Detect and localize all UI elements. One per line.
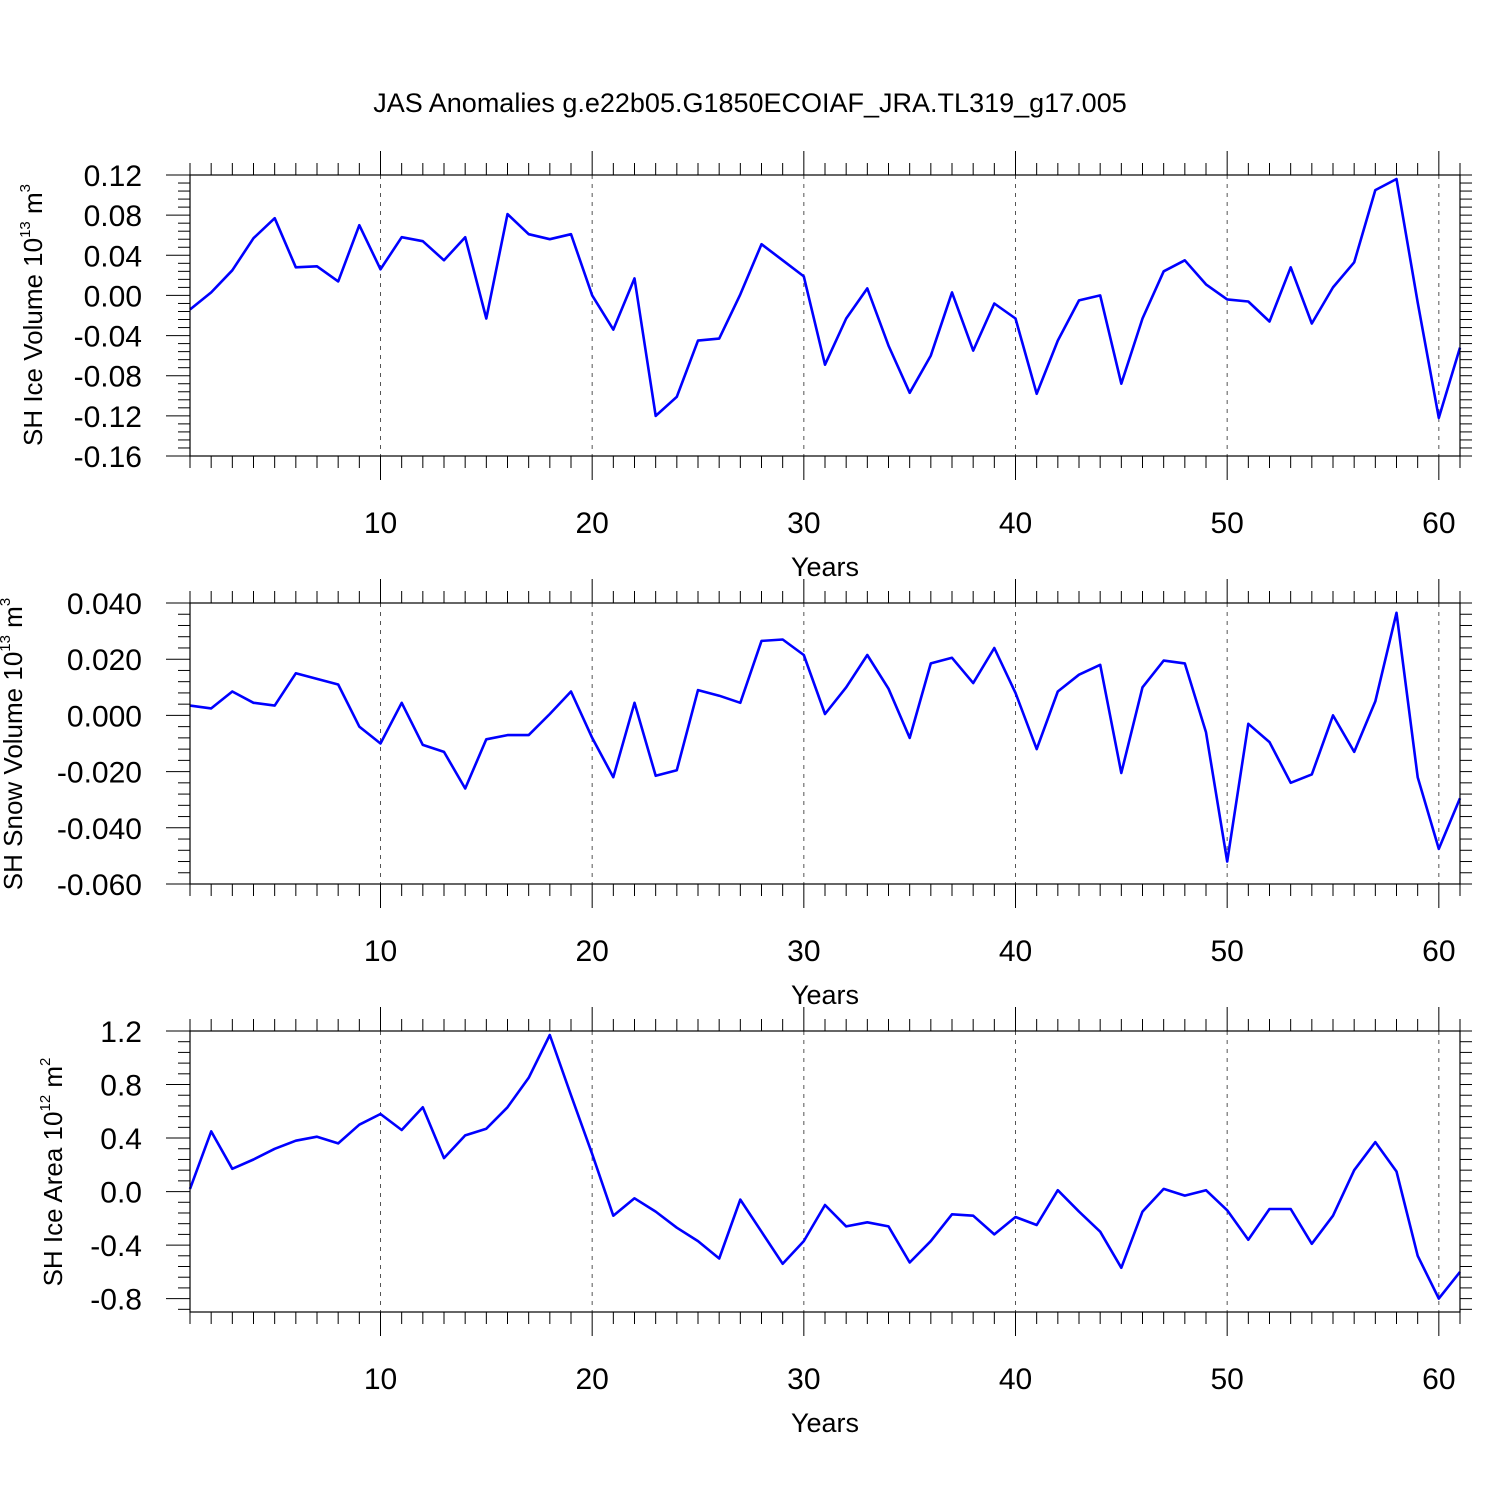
panel-snow-volume: SH Snow Volume 1013 m3 Years -0.060 -0.04… (0, 579, 1472, 1010)
plot-frame-ice-area (189, 1030, 1461, 1313)
x-tick-label-ice-volume-10: 10 (364, 507, 397, 540)
y-tick-label-snow-volume-4: 0.020 (67, 644, 142, 677)
x-tick-label-snow-volume-30: 30 (787, 935, 820, 968)
y-tick-label-ice-volume-6: 0.08 (84, 200, 142, 233)
x-tick-label-snow-volume-40: 40 (999, 935, 1032, 968)
plot-frame-snow-volume (189, 602, 1461, 885)
y-tick-label-ice-area-4: 0.8 (100, 1070, 142, 1103)
y-tick-label-ice-area-1: -0.4 (90, 1230, 142, 1263)
y-tick-label-ice-volume-1: -0.12 (74, 401, 142, 434)
x-tick-label-ice-area-30: 30 (787, 1363, 820, 1396)
y-tick-label-ice-volume-0: -0.16 (74, 441, 142, 474)
y-tick-label-snow-volume-2: -0.020 (57, 757, 142, 790)
y-tick-label-snow-volume-3: 0.000 (67, 700, 142, 733)
x-tick-label-ice-area-60: 60 (1422, 1363, 1455, 1396)
x-axis-label-ice-volume: Years (791, 552, 859, 582)
y-tick-label-snow-volume-0: -0.060 (57, 869, 142, 902)
y-tick-label-ice-volume-4: 0.00 (84, 280, 142, 313)
y-axis-label-snow-volume: SH Snow Volume 1013 m3 (0, 598, 28, 890)
series-line-ice-area-0 (188, 1033, 1462, 1300)
panel-ice-area: SH Ice Area 1012 m2 Years -0.8 -0.4 0.0 0.4… (37, 1007, 1472, 1438)
x-tick-label-ice-area-40: 40 (999, 1363, 1032, 1396)
y-tick-label-ice-volume-5: 0.04 (84, 240, 142, 273)
y-tick-label-ice-area-3: 0.4 (100, 1123, 142, 1156)
plot-frame-ice-volume (189, 174, 1461, 457)
y-tick-label-snow-volume-1: -0.040 (57, 813, 142, 846)
series-line-snow-volume-0 (189, 611, 1462, 863)
x-tick-label-ice-volume-20: 20 (575, 507, 608, 540)
x-tick-label-snow-volume-20: 20 (575, 935, 608, 968)
x-tick-label-ice-volume-30: 30 (787, 507, 820, 540)
y-tick-label-ice-volume-7: 0.12 (84, 160, 142, 193)
y-tick-label-ice-area-2: 0.0 (100, 1177, 142, 1210)
y-tick-label-ice-area-0: -0.8 (90, 1284, 142, 1317)
panel-ice-volume: SH Ice Volume 1013 m3 Years -0.16 -0.12 -0… (17, 151, 1472, 582)
x-axis-label-ice-area: Years (791, 1408, 859, 1438)
x-tick-label-ice-area-10: 10 (364, 1363, 397, 1396)
x-tick-label-snow-volume-10: 10 (364, 935, 397, 968)
y-tick-label-ice-area-5: 1.2 (100, 1016, 142, 1049)
y-tick-label-ice-volume-2: -0.08 (74, 361, 142, 394)
y-axis-label-ice-volume: SH Ice Volume 1013 m3 (17, 184, 48, 446)
x-tick-label-ice-volume-40: 40 (999, 507, 1032, 540)
x-tick-label-ice-volume-50: 50 (1210, 507, 1243, 540)
y-tick-label-ice-volume-3: -0.04 (74, 321, 142, 354)
x-tick-label-ice-area-50: 50 (1210, 1363, 1243, 1396)
x-axis-label-snow-volume: Years (791, 980, 859, 1010)
y-tick-label-snow-volume-5: 0.040 (67, 588, 142, 621)
series-line-ice-volume-0 (189, 177, 1462, 420)
x-tick-label-ice-volume-60: 60 (1422, 507, 1455, 540)
y-axis-label-ice-area: SH Ice Area 1012 m2 (37, 1058, 68, 1287)
x-tick-label-snow-volume-60: 60 (1422, 935, 1455, 968)
chart-title: JAS Anomalies g.e22b05.G1850ECOIAF_JRA.T… (373, 88, 1126, 118)
x-tick-label-snow-volume-50: 50 (1210, 935, 1243, 968)
x-tick-label-ice-area-20: 20 (575, 1363, 608, 1396)
